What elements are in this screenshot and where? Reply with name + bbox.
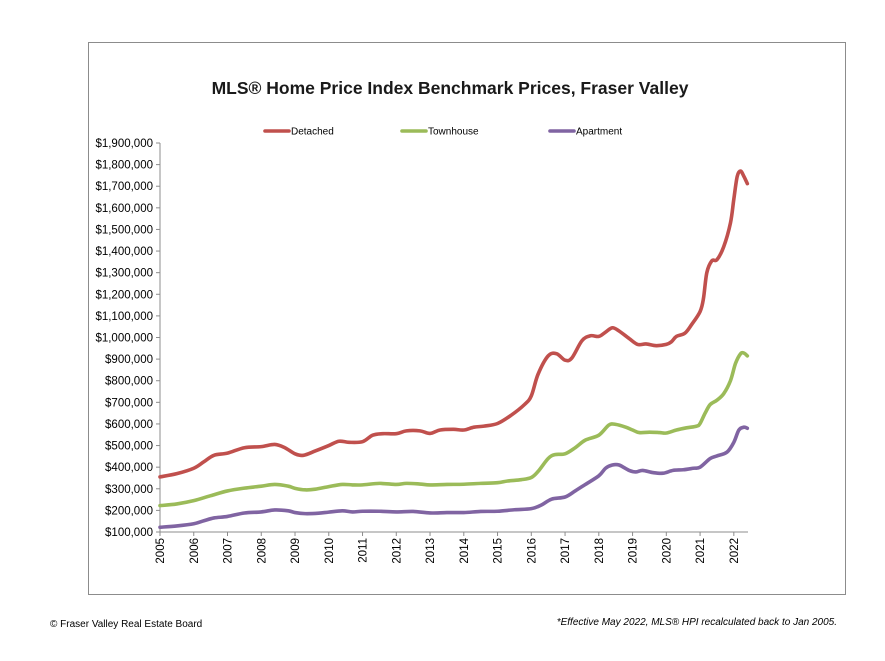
y-tick-label: $1,100,000 <box>95 311 153 323</box>
y-tick-label: $200,000 <box>105 505 153 517</box>
y-tick-label: $500,000 <box>105 441 153 453</box>
x-tick-label: 2016 <box>526 538 538 564</box>
x-tick-label: 2022 <box>729 538 741 564</box>
legend: Detached Townhouse Apartment <box>263 127 622 138</box>
x-tick-label: 2018 <box>594 538 606 564</box>
y-tick-label: $100,000 <box>105 527 153 539</box>
x-tick-label: 2014 <box>459 537 471 563</box>
y-tick-label: $900,000 <box>105 354 153 366</box>
y-tick-label: $300,000 <box>105 484 153 496</box>
x-tick-label: 2006 <box>189 538 201 564</box>
series-line-apartment <box>158 425 750 530</box>
series-layer <box>158 169 750 530</box>
y-tick-label: $1,500,000 <box>95 224 153 236</box>
x-tick-label: 2021 <box>695 538 707 564</box>
y-tick-label: $600,000 <box>105 419 153 431</box>
y-axis: $100,000 $200,000 $300,000 $400,000 $500,000… <box>95 138 161 539</box>
legend-label-townhouse: Townhouse <box>428 127 479 138</box>
y-tick-label: $1,600,000 <box>95 203 153 215</box>
chart-title: MLS® Home Price Index Benchmark Prices, … <box>212 78 689 98</box>
y-tick-label: $1,700,000 <box>95 181 153 193</box>
x-tick-label: 2020 <box>661 538 673 564</box>
x-tick-label: 2017 <box>560 538 572 564</box>
y-tick-label: $1,400,000 <box>95 246 153 258</box>
y-tick-label: $800,000 <box>105 376 153 388</box>
x-tick-label: 2015 <box>493 538 505 564</box>
chart-frame <box>88 42 846 595</box>
y-tick-label: $1,800,000 <box>95 160 153 172</box>
legend-label-detached: Detached <box>291 127 334 138</box>
x-tick-label: 2007 <box>223 538 235 564</box>
footnote-text: *Effective May 2022, MLS® HPI recalculat… <box>556 617 837 628</box>
x-tick-label: 2012 <box>391 538 403 564</box>
x-tick-label: 2008 <box>256 538 268 564</box>
x-tick-label: 2010 <box>324 538 336 564</box>
y-tick-label: $700,000 <box>105 397 153 409</box>
y-tick-label: $400,000 <box>105 462 153 474</box>
series-line-townhouse <box>158 350 750 508</box>
x-tick-label: 2011 <box>358 538 370 563</box>
x-axis: 2005 2006 2007 2008 2009 2010 2011 2012 2013 2014… <box>155 531 748 564</box>
x-tick-label: 2009 <box>290 538 302 564</box>
y-tick-label: $1,300,000 <box>95 268 153 280</box>
y-tick-label: $1,000,000 <box>95 333 153 345</box>
x-tick-label: 2005 <box>155 538 167 564</box>
x-tick-label: 2019 <box>628 538 640 564</box>
legend-label-apartment: Apartment <box>576 127 622 138</box>
y-tick-label: $1,200,000 <box>95 289 153 301</box>
x-tick-label: 2013 <box>425 538 437 564</box>
copyright-text: © Fraser Valley Real Estate Board <box>50 619 203 630</box>
y-tick-label: $1,900,000 <box>95 138 153 150</box>
series-line-detached <box>158 169 750 479</box>
